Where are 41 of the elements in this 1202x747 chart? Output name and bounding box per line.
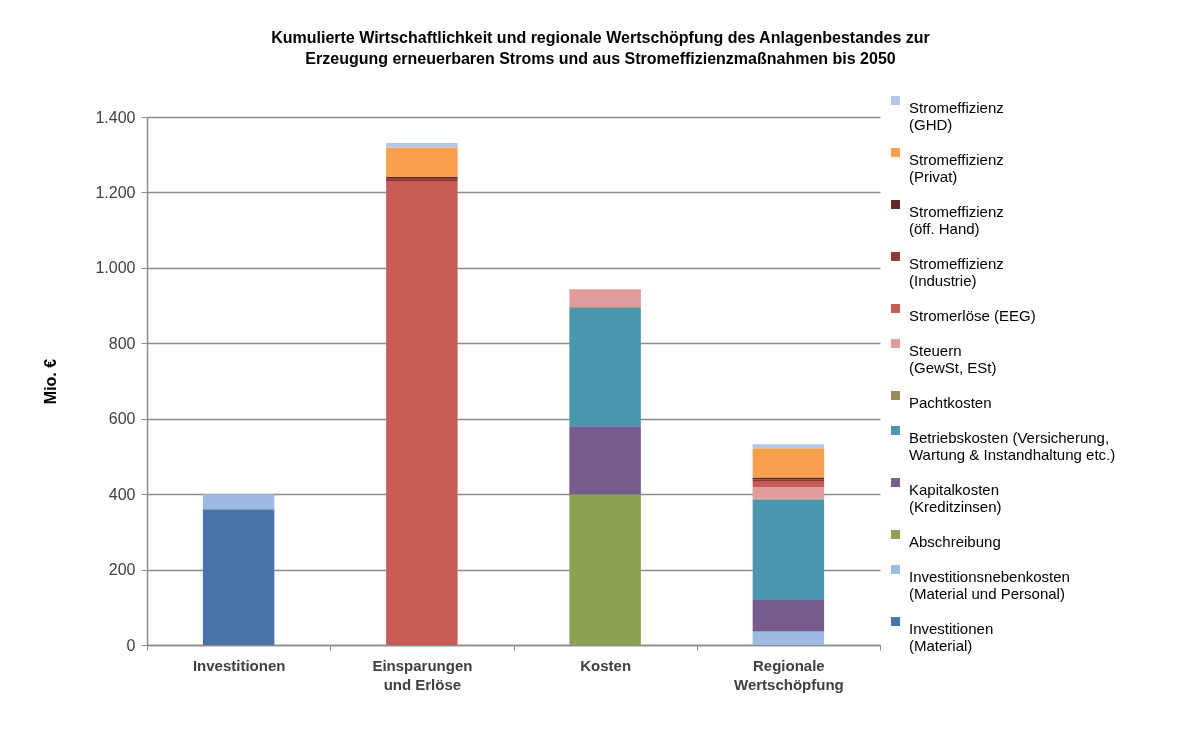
legend-label: Stromeffizienz (öff. Hand) xyxy=(909,202,1004,237)
y-tick-label: 200 xyxy=(108,561,136,579)
y-tick-label: 1.200 xyxy=(95,183,136,201)
legend-label: Stromerlöse (EEG) xyxy=(909,306,1036,324)
legend-label: Pachtkosten xyxy=(909,393,992,411)
y-tick-label: 600 xyxy=(108,410,136,428)
x-tick-label: Investitionen xyxy=(192,656,286,674)
bar xyxy=(752,448,825,478)
legend-label: Steuern (GewSt, ESt) xyxy=(909,341,997,376)
bar xyxy=(569,307,641,427)
bar xyxy=(202,494,275,510)
legend-label: Stromeffizienz (GHD) xyxy=(909,98,1004,133)
y-tick-label: 400 xyxy=(108,485,136,503)
x-tick-label: Einsparungen und Erlöse xyxy=(372,656,473,693)
chart-title: Kumulierte Wirtschaftlichkeit und regionale Wertschöpfung des Anlagenbestandes zur Erzeugung erneuerbaren Stroms und aus Stromeffizienzmaßnahmen bis 2050 xyxy=(271,29,930,67)
legend-label: Abschreibung xyxy=(909,532,1001,550)
bar xyxy=(752,487,825,499)
bar xyxy=(569,289,641,308)
bar xyxy=(569,426,641,495)
bar xyxy=(202,509,275,645)
y-tick-label: 800 xyxy=(108,334,136,352)
bar xyxy=(386,181,458,645)
bar xyxy=(386,147,458,177)
bar xyxy=(569,494,641,645)
bar xyxy=(752,444,825,449)
bar xyxy=(752,631,825,645)
legend-label: Betriebskosten (Versicherung, Wartung & Instandhaltung etc.) xyxy=(909,428,1116,463)
y-tick-label: 1.400 xyxy=(95,108,136,126)
legend-label: Investitionen (Material) xyxy=(909,619,994,654)
x-tick-label: Kosten xyxy=(580,656,632,674)
bar xyxy=(752,499,825,601)
legend-label: Stromeffizienz (Privat) xyxy=(909,150,1004,185)
legend-label: Stromeffizienz (Industrie) xyxy=(909,254,1004,289)
legend-label: Investitionsnebenkosten (Material und Personal) xyxy=(909,567,1070,602)
legend-label: Kapitalkosten (Kreditzinsen) xyxy=(909,480,1002,515)
x-tick-label: Regionale Wertschöpfung xyxy=(734,656,844,693)
y-tick-label: 1.000 xyxy=(95,259,136,277)
y-axis-title: Mio. € xyxy=(42,358,60,405)
bar xyxy=(386,143,458,148)
bar xyxy=(752,600,825,632)
y-tick-label: 0 xyxy=(126,636,136,654)
